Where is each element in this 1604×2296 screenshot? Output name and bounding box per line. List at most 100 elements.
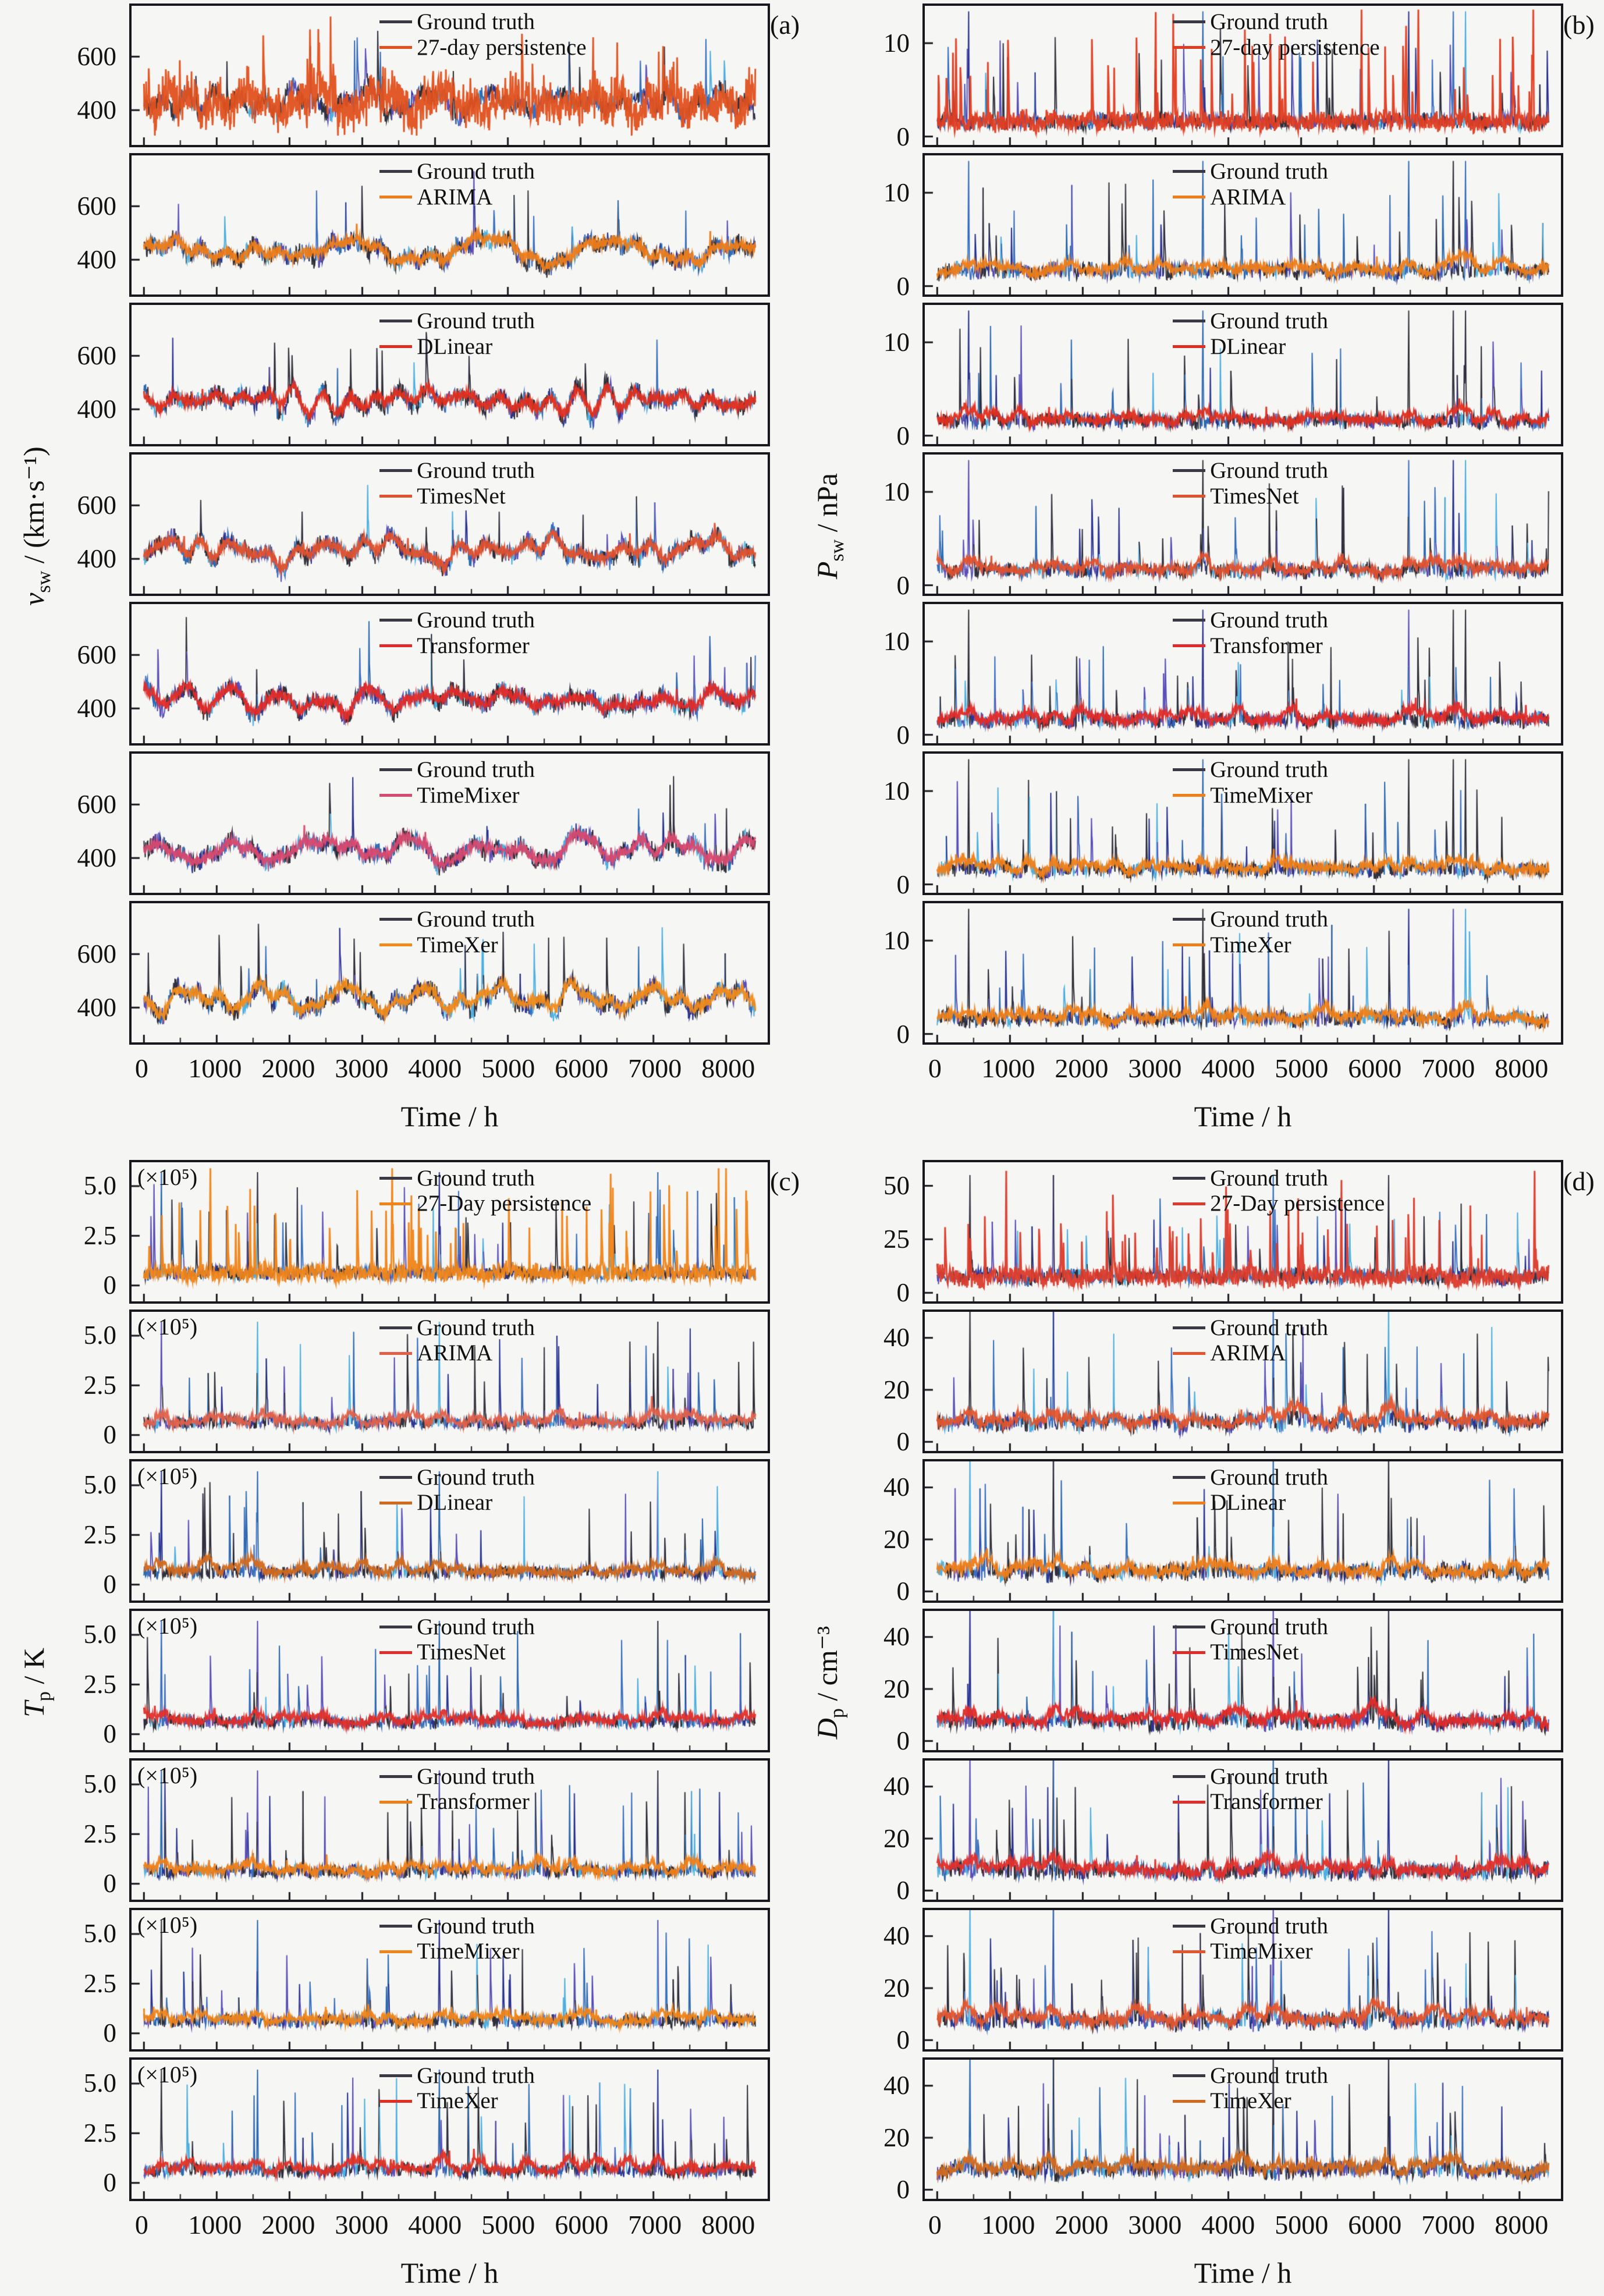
y-tick-label: 0: [896, 1019, 910, 1049]
legend-line-model: [379, 1501, 413, 1504]
y-tick-labels: 0 10: [848, 602, 915, 749]
plot-legend: Ground truth DLinear: [379, 308, 535, 359]
y-tick-labels: 0 25 50: [848, 1160, 915, 1307]
legend-model: ARIMA: [1173, 184, 1328, 210]
y-tick-label: 5.0: [83, 1919, 116, 1949]
y-tick-label: 600: [77, 790, 117, 819]
x-tick-label: 3000: [1128, 2209, 1182, 2240]
legend-model-label: DLinear: [417, 333, 493, 359]
timeseries-plot-canvas: [925, 455, 1561, 594]
y-axis-label-psw: Psw / nPa: [810, 473, 849, 579]
y-axis-label-column-c: Tp / K: [17, 1160, 55, 2296]
plot-legend: Ground truth DLinear: [1173, 1465, 1328, 1516]
subplot-a-7: 400 600 Ground truth TimeXer: [55, 901, 770, 1045]
legend-line-ground-truth: [1173, 2074, 1206, 2077]
plot-area: Ground truth 27-day persistence: [129, 3, 770, 147]
legend-ground-truth: Ground truth: [1173, 608, 1328, 633]
plot-legend: Ground truth TimeXer: [379, 2063, 535, 2114]
scale-annotation: (×10⁵): [137, 1612, 198, 1639]
legend-model: Transformer: [1173, 633, 1328, 659]
y-tick-label: 600: [77, 191, 117, 221]
y-tick-label: 0: [896, 271, 910, 301]
y-tick-label: 5.0: [83, 2068, 116, 2098]
y-tick-label: 2.5: [83, 2118, 116, 2148]
y-tick-label: 400: [77, 544, 117, 574]
plot-area: Ground truth TimeMixer: [922, 1907, 1563, 2052]
y-axis-subscript: p: [33, 1691, 55, 1701]
legend-model-label: TimeXer: [417, 2088, 498, 2114]
subplot-c-2: 0 2.5 5.0 (×10⁵) Ground truth ARIMA: [55, 1309, 770, 1453]
plot-area: Ground truth 27-day persistence: [922, 3, 1563, 147]
y-tick-label: 600: [77, 640, 117, 670]
y-tick-label: 5.0: [83, 1470, 116, 1500]
plot-area: Ground truth ARIMA: [922, 1309, 1563, 1453]
x-tick-labels: 0 1000 2000 3000 4000 5000 6000 7000 8000: [922, 2207, 1563, 2241]
legend-line-model: [1173, 2099, 1206, 2103]
y-tick-label: 20: [883, 1823, 910, 1853]
legend-model: DLinear: [379, 1490, 535, 1516]
timeseries-plot-canvas: [925, 155, 1561, 294]
plot-area: Ground truth ARIMA: [922, 153, 1563, 297]
plot-legend: Ground truth TimeMixer: [379, 757, 535, 808]
subplot-b-4: 0 10 Ground truth TimesNet: [848, 452, 1563, 600]
y-tick-label: 0: [896, 122, 910, 151]
legend-line-model: [1173, 794, 1206, 797]
x-tick-label: 2000: [1055, 2209, 1109, 2240]
panel-letter-column-a: (a): [770, 3, 811, 1140]
legend-ground-truth: Ground truth: [1173, 1315, 1328, 1341]
legend-ground-truth-label: Ground truth: [417, 1315, 535, 1340]
legend-ground-truth-label: Ground truth: [417, 757, 535, 782]
legend-ground-truth: Ground truth: [1173, 757, 1328, 783]
y-tick-label: 0: [896, 421, 910, 450]
subplot-c-7: 0 2.5 5.0 (×10⁵) Ground truth TimeXer: [55, 2057, 770, 2201]
legend-line-ground-truth: [379, 320, 413, 323]
legend-line-ground-truth: [1173, 20, 1206, 24]
y-tick-labels: 0 20 40: [848, 1908, 915, 2054]
y-tick-labels: 0 10: [848, 3, 915, 151]
plot-area: Ground truth TimeMixer: [129, 751, 770, 895]
legend-ground-truth: Ground truth: [1173, 1914, 1328, 1939]
plot-area: Ground truth DLinear: [922, 1458, 1563, 1603]
x-tick-label: 1000: [188, 2209, 242, 2240]
legend-model: Transformer: [1173, 1789, 1328, 1815]
legend-line-model: [379, 46, 413, 49]
plots-column-b: 0 10 Ground truth 27-day persistence 0 10 Grou…: [848, 3, 1563, 1140]
timeseries-plot-canvas: [925, 1311, 1561, 1451]
y-axis-label-column-a: vsw / (km·s⁻¹): [17, 3, 55, 1140]
y-axis-label-column-d: Dp / cm⁻³: [811, 1160, 848, 2296]
y-tick-label: 0: [896, 1875, 910, 1905]
y-tick-labels: 0 2.5 5.0: [55, 1908, 122, 2052]
legend-line-ground-truth: [1173, 170, 1206, 173]
x-tick-labels: 0 1000 2000 3000 4000 5000 6000 7000 8000: [129, 1051, 770, 1084]
legend-model-label: TimeXer: [1210, 932, 1291, 957]
timeseries-plot-canvas: [132, 2059, 768, 2199]
panel-d: Dp / cm⁻³ 0 25 50 Ground truth 27-Day persis…: [811, 1159, 1604, 2296]
y-tick-label: 40: [883, 1921, 910, 1951]
y-tick-labels: 0 20 40: [848, 1459, 915, 1606]
x-tick-label: 5000: [481, 2209, 535, 2240]
y-axis-symbol: T: [17, 1701, 50, 1717]
scale-annotation: (×10⁵): [137, 1313, 198, 1340]
legend-model: 27-Day persistence: [379, 1191, 591, 1216]
plot-legend: Ground truth DLinear: [1173, 308, 1328, 359]
y-tick-label: 0: [896, 2174, 910, 2204]
legend-model: Transformer: [379, 633, 535, 659]
legend-line-model: [379, 644, 413, 647]
y-tick-label: 40: [883, 1622, 910, 1652]
legend-ground-truth: Ground truth: [379, 608, 535, 633]
plot-legend: Ground truth TimeXer: [379, 907, 535, 957]
subplot-b-3: 0 10 Ground truth DLinear: [848, 303, 1563, 450]
scale-annotation: (×10⁵): [137, 2061, 198, 2088]
y-axis-label-column-b: Psw / nPa: [811, 3, 848, 1140]
x-tick-label: 6000: [555, 2209, 609, 2240]
y-tick-labels: 0 2.5 5.0: [55, 1758, 122, 1902]
legend-line-ground-truth: [1173, 469, 1206, 473]
y-tick-label: 20: [883, 2123, 910, 2152]
y-tick-label: 0: [896, 870, 910, 899]
legend-model: DLinear: [1173, 334, 1328, 360]
timeseries-plot-canvas: [132, 455, 768, 594]
subplot-b-7: 0 10 Ground truth TimeXer: [848, 901, 1563, 1049]
legend-model-label: DLinear: [1210, 1490, 1286, 1516]
plot-area: Ground truth Transformer: [129, 602, 770, 746]
plot-area: (×10⁵) Ground truth ARIMA: [129, 1309, 770, 1453]
